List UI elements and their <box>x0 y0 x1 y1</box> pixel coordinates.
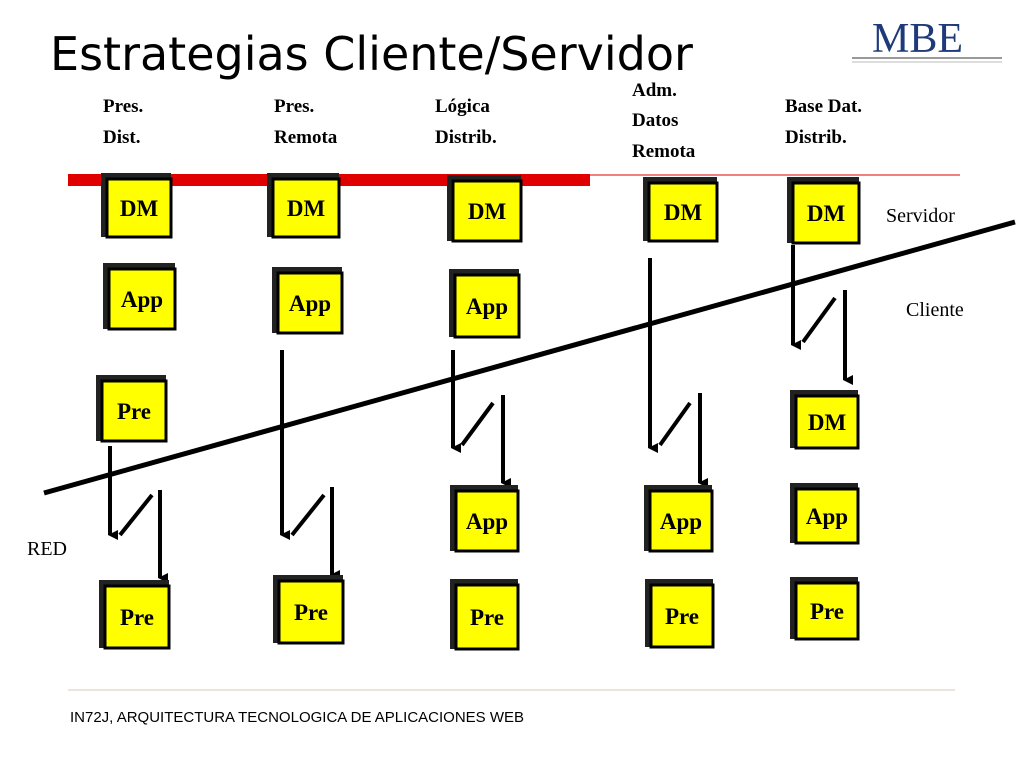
component-box: App <box>449 269 521 339</box>
component-box: Pre <box>273 575 345 645</box>
column-label: Remota <box>274 127 338 148</box>
box-label: Pre <box>120 605 154 630</box>
box-label: App <box>466 294 508 319</box>
box <box>105 177 173 239</box>
component-box: App <box>790 483 860 545</box>
box <box>794 487 860 545</box>
component-box: Pre <box>450 579 520 651</box>
box <box>647 181 719 243</box>
box <box>103 584 171 650</box>
box-label: App <box>466 509 508 534</box>
box-label: Pre <box>665 604 699 629</box>
box-label: DM <box>120 196 159 221</box>
column-label: Pres. <box>103 96 143 117</box>
box-label: App <box>121 287 163 312</box>
box <box>451 179 523 243</box>
component-box: DM <box>787 177 861 245</box>
column-label: Pres. <box>274 96 314 117</box>
box-label: Pre <box>810 599 844 624</box>
box <box>454 583 520 651</box>
box-label: DM <box>807 201 846 226</box>
box <box>454 489 520 553</box>
component-box: Pre <box>99 580 171 650</box>
box <box>648 489 714 553</box>
box-label: App <box>806 504 848 529</box>
box-label: App <box>660 509 702 534</box>
component-box: DM <box>643 177 719 243</box>
server-label: Servidor <box>886 205 955 227</box>
network-line <box>43 219 1016 496</box>
component-box: App <box>644 485 714 553</box>
box-label: DM <box>287 196 326 221</box>
box-label: DM <box>664 200 703 225</box>
component-box: Pre <box>790 577 860 641</box>
box <box>277 579 345 645</box>
box <box>453 273 521 339</box>
column-label: Remota <box>632 141 696 162</box>
box <box>791 181 861 245</box>
component-box: App <box>103 263 177 331</box>
network-label: RED <box>27 538 67 560</box>
component-box: Pre <box>96 375 168 443</box>
box-label: Pre <box>294 600 328 625</box>
component-box: DM <box>267 173 341 239</box>
box <box>107 267 177 331</box>
box <box>100 379 168 443</box>
logo-text: MBE <box>872 16 963 62</box>
box-label: Pre <box>117 399 151 424</box>
logo: MBE <box>852 16 1002 63</box>
title: Estrategias Cliente/Servidor <box>50 27 693 81</box>
box <box>271 177 341 239</box>
column-label: Distrib. <box>785 127 847 148</box>
component-box: DM <box>447 175 523 243</box>
column-label: Dist. <box>103 127 140 148</box>
component-box: App <box>272 267 344 335</box>
component-box: App <box>450 485 520 553</box>
component-box: Pre <box>645 579 715 649</box>
column-label: Base Dat. <box>785 96 862 117</box>
box-label: App <box>289 291 331 316</box>
box <box>649 583 715 649</box>
box-label: Pre <box>470 605 504 630</box>
column-label: Adm. <box>632 80 677 101</box>
component-box: DM <box>101 173 173 239</box>
column-label: Datos <box>632 110 678 131</box>
box <box>794 581 860 641</box>
box-label: DM <box>808 410 847 435</box>
component-box: DM <box>790 390 860 450</box>
box-label: DM <box>468 199 507 224</box>
arrows <box>108 245 853 583</box>
client-label: Cliente <box>906 299 964 321</box>
footer: IN72J, ARQUITECTURA TECNOLOGICA DE APLIC… <box>70 709 524 726</box>
box <box>276 271 344 335</box>
column-label: Distrib. <box>435 127 497 148</box>
box <box>794 394 860 450</box>
column-label: Lógica <box>435 96 490 117</box>
